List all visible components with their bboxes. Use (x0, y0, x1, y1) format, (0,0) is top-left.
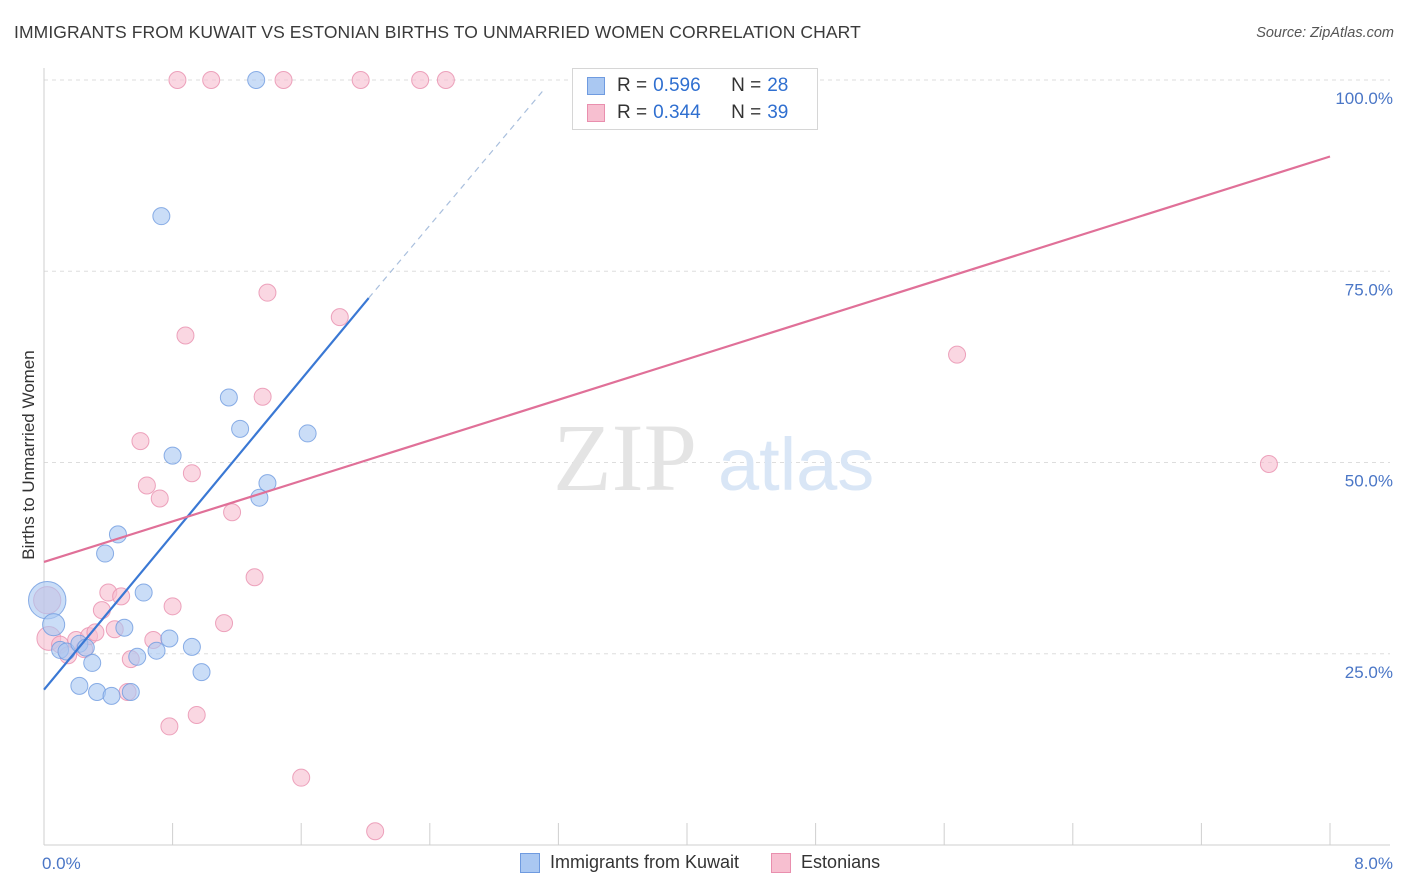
tick-labels: 25.0% 50.0% 75.0% 100.0% 0.0% 8.0% (42, 89, 1393, 873)
point-estonians (436, 71, 455, 89)
point-kuwait (108, 525, 127, 544)
legend-r-value: 0.596 (653, 75, 701, 96)
legend-n-label: N = (731, 102, 762, 123)
series-legend-kuwait: Immigrants from Kuwait (520, 852, 739, 873)
trend-line-kuwait (43, 297, 370, 691)
point-estonians (215, 614, 234, 633)
point-estonians (411, 71, 430, 89)
legend-swatch-kuwait (587, 77, 605, 95)
source-credit: Source: ZipAtlas.com (1256, 25, 1394, 41)
point-estonians (168, 71, 187, 89)
y-tick-label: 25.0% (1345, 663, 1393, 682)
legend-r-label: R = (617, 75, 648, 96)
point-kuwait (182, 637, 201, 656)
point-estonians (131, 432, 150, 451)
point-estonians (274, 71, 293, 89)
point-estonians (92, 601, 111, 620)
axes (43, 68, 1390, 846)
point-kuwait (115, 618, 134, 637)
point-kuwait (152, 207, 171, 226)
point-kuwait (83, 653, 102, 672)
point-kuwait (231, 419, 250, 438)
point-kuwait (96, 544, 115, 563)
point-kuwait (28, 581, 67, 620)
point-estonians (366, 822, 385, 841)
chart-title: IMMIGRANTS FROM KUWAIT VS ESTONIAN BIRTH… (14, 22, 861, 42)
point-kuwait (134, 583, 153, 602)
trend-line-estonians (43, 155, 1331, 563)
point-kuwait (128, 647, 147, 666)
grid-lines (44, 79, 1390, 655)
point-estonians (86, 623, 105, 642)
point-kuwait (160, 629, 179, 648)
point-kuwait (163, 446, 182, 465)
y-axis-label: Births to Unmarried Women (19, 350, 38, 559)
point-kuwait (147, 641, 166, 660)
point-kuwait (298, 424, 317, 443)
stats-legend: R = 0.596 N = 28 R = 0.344 N = 39 (572, 68, 818, 130)
watermark: ZIP atlas (553, 404, 874, 511)
point-kuwait (70, 676, 89, 695)
point-estonians (245, 568, 264, 587)
series-swatch-kuwait (520, 852, 540, 873)
point-estonians (223, 503, 242, 522)
y-tick-label: 100.0% (1335, 89, 1393, 108)
legend-n-value: 39 (767, 102, 789, 123)
point-estonians (202, 71, 221, 89)
series-label-estonians: Estonians (801, 852, 881, 872)
point-kuwait (247, 71, 266, 89)
trend-extension-kuwait (368, 91, 543, 299)
series-label-kuwait: Immigrants from Kuwait (550, 852, 740, 872)
point-estonians (351, 71, 370, 89)
point-estonians (253, 387, 272, 406)
series-swatch-estonians (771, 852, 792, 873)
point-estonians (292, 768, 311, 787)
point-estonians (258, 283, 277, 302)
point-kuwait (121, 683, 140, 701)
point-estonians (1259, 455, 1278, 474)
y-tick-label: 75.0% (1345, 280, 1393, 299)
point-kuwait (219, 388, 238, 407)
legend-row-kuwait: R = 0.596 N = 28 (587, 73, 788, 99)
legend-n-label: N = (731, 75, 762, 96)
x-tick-label: 0.0% (42, 854, 81, 873)
series-legend-estonians: Estonians (771, 852, 880, 873)
point-estonians (187, 705, 206, 724)
legend-r-value: 0.344 (653, 102, 701, 123)
x-tick-label: 8.0% (1354, 854, 1393, 873)
trend-lines (43, 91, 1331, 691)
series-legend: Immigrants from Kuwait Estonians (520, 852, 912, 873)
point-kuwait (42, 613, 66, 637)
watermark-atlas: atlas (718, 423, 874, 506)
point-estonians (182, 464, 201, 483)
point-kuwait (102, 686, 121, 705)
legend-r-label: R = (617, 102, 648, 123)
point-estonians (150, 489, 169, 508)
point-estonians (948, 345, 967, 364)
point-estonians (176, 326, 195, 345)
data-points (28, 71, 1278, 841)
watermark-zip: ZIP (553, 404, 697, 511)
point-kuwait (192, 663, 211, 682)
point-estonians (163, 597, 182, 616)
point-estonians (160, 717, 179, 736)
legend-n-value: 28 (767, 75, 789, 96)
point-estonians (330, 308, 349, 327)
point-estonians (137, 476, 156, 495)
y-tick-label: 50.0% (1345, 472, 1393, 491)
legend-row-estonians: R = 0.344 N = 39 (587, 100, 788, 126)
legend-swatch-estonians (587, 104, 605, 122)
